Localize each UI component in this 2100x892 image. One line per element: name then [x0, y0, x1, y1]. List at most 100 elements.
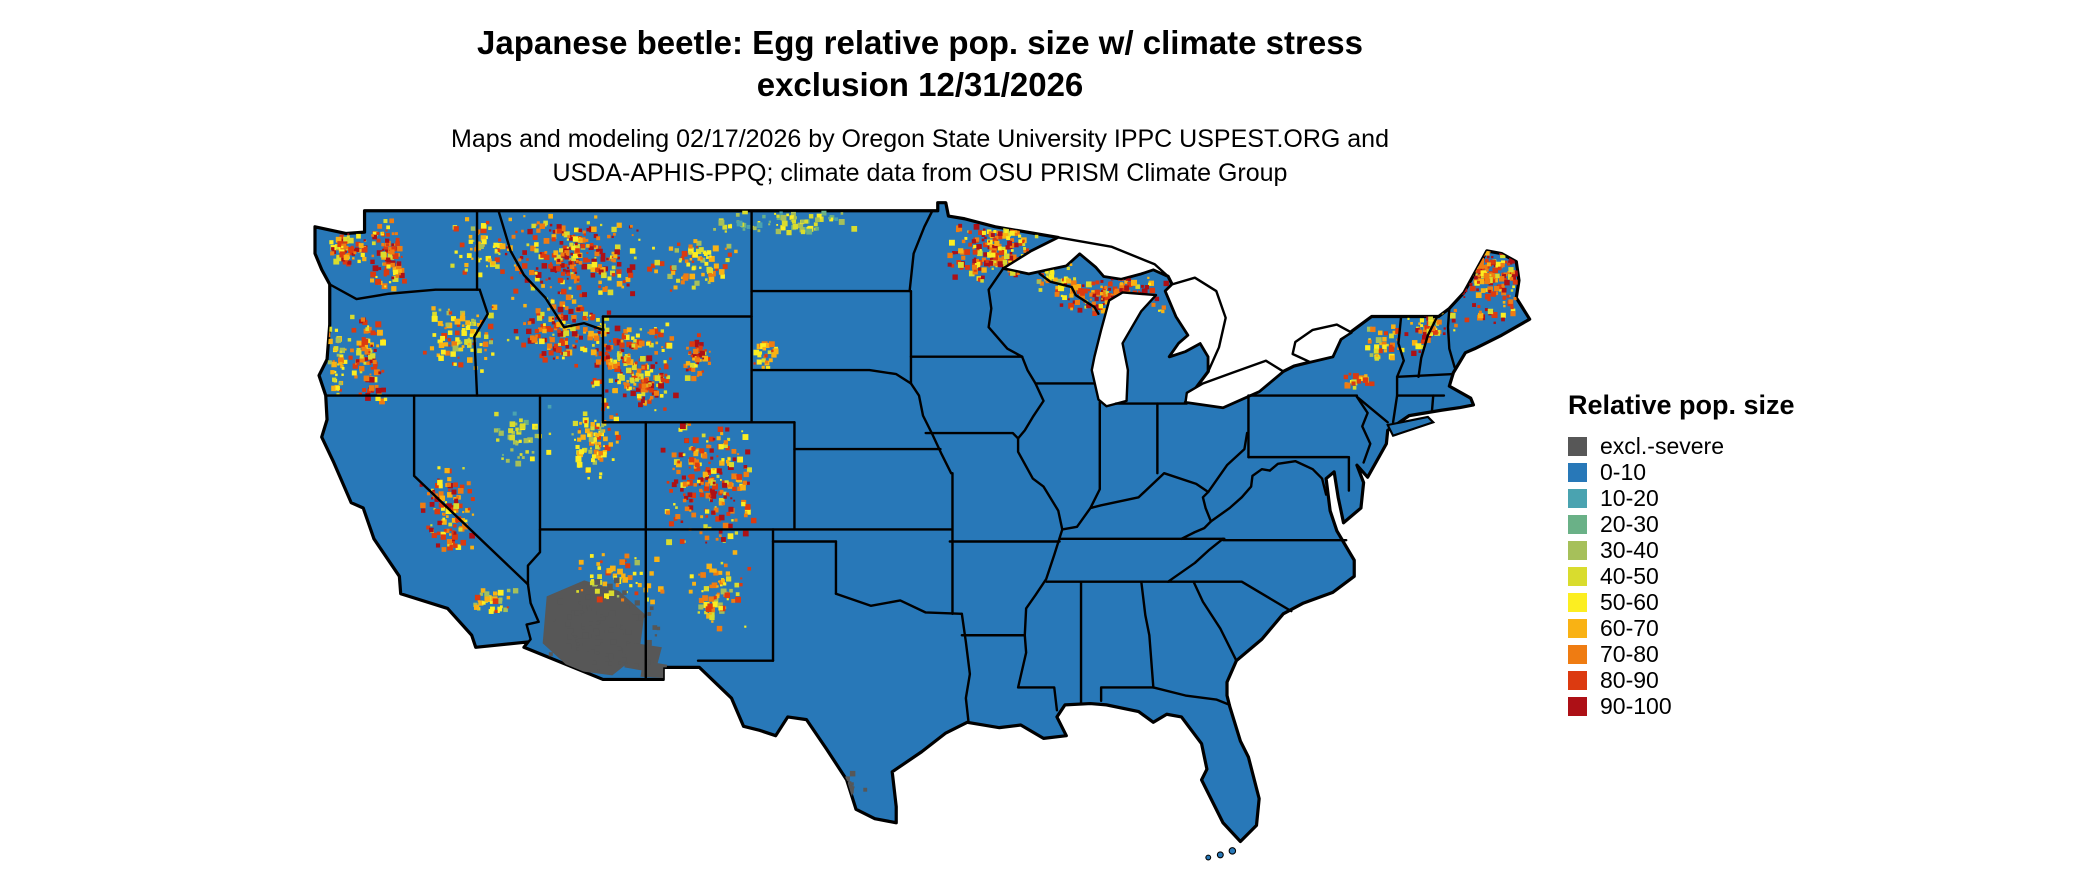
- border-ia-mo: [924, 431, 1020, 440]
- border-potomac: [1268, 459, 1328, 496]
- legend-item-0-10: 0-10: [1568, 459, 1888, 485]
- hotspot-central-montana: [647, 239, 738, 292]
- legend-label: 20-30: [1600, 511, 1659, 537]
- legend-swatch-10-20: [1568, 488, 1587, 508]
- hotspot-bighorn-mountains: [683, 333, 712, 382]
- legend-label: 70-80: [1600, 641, 1659, 667]
- hotspot-socal-mountains: [473, 588, 519, 614]
- border-ny-east: [1391, 315, 1405, 424]
- legend-swatch-80-90: [1568, 670, 1587, 690]
- map-subtitle-line1: Maps and modeling 02/17/2026 by Oregon S…: [451, 125, 1389, 153]
- border-tn-nc: [1166, 537, 1225, 583]
- florida-keys: [1216, 851, 1224, 859]
- border-ga-sc: [1192, 580, 1238, 662]
- hotspot-idaho-panhandle-montana: [504, 213, 641, 300]
- legend-item-90-100: 90-100: [1568, 693, 1888, 719]
- map-title: Japanese beetle: Egg relative pop. size …: [0, 22, 1840, 106]
- map-subtitle-line2: USDA-APHIS-PPQ; climate data from OSU PR…: [552, 159, 1288, 187]
- legend-label: 60-70: [1600, 615, 1659, 641]
- hotspot-olympic-mountains: [329, 233, 368, 267]
- hotspot-northern-new-mexico: [688, 550, 752, 632]
- map-title-line1: Japanese beetle: Egg relative pop. size …: [477, 24, 1363, 61]
- hotspot-adirondacks: [1365, 324, 1405, 361]
- border-mississippi-upper: [1016, 355, 1064, 531]
- legend-item-70-80: 70-80: [1568, 641, 1888, 667]
- hotspot-blue-mountains: [422, 304, 498, 373]
- legend-label: 40-50: [1600, 563, 1659, 589]
- hotspot-montana-dakota-border: [713, 208, 858, 236]
- legend-item-20-30: 20-30: [1568, 511, 1888, 537]
- legend-label: excl.-severe: [1600, 433, 1724, 459]
- border-ca-nv: [412, 394, 530, 586]
- border-red-river: [834, 592, 964, 616]
- border-mississippi-lower: [1023, 528, 1064, 637]
- border-sd-ne: [750, 368, 913, 385]
- hotspot-nevada-ranges: [493, 404, 552, 467]
- border-missouri-river-ne: [909, 382, 953, 475]
- legend-label: 0-10: [1600, 459, 1647, 485]
- legend-swatch-excl-severe: [1568, 436, 1587, 456]
- border-ma-north: [1395, 372, 1455, 378]
- legend-swatch-30-40: [1568, 540, 1587, 560]
- legend-label: 30-40: [1600, 537, 1659, 563]
- legend-swatch-90-100: [1568, 696, 1587, 716]
- us-choropleth-map: [313, 201, 1532, 861]
- border-nc-sc: [1192, 580, 1293, 613]
- border-delaware-river: [1355, 395, 1372, 464]
- map-title-line2: exclusion 12/31/2026: [756, 66, 1084, 103]
- florida-keys: [1205, 854, 1212, 861]
- legend-item-40-50: 40-50: [1568, 563, 1888, 589]
- border-wa-or: [328, 283, 481, 301]
- legend-label: 50-60: [1600, 589, 1659, 615]
- border-nh-me: [1446, 307, 1456, 369]
- lake-superior: [1002, 236, 1170, 281]
- border-red-river-north: [908, 209, 934, 293]
- border-ct-ri: [1430, 394, 1435, 413]
- border-fl-al: [1099, 686, 1155, 703]
- legend-item-60-70: 60-70: [1568, 615, 1888, 641]
- legend-item-50-60: 50-60: [1568, 589, 1888, 615]
- legend-swatch-60-70: [1568, 618, 1587, 638]
- hotspot-oregon-cascades: [347, 314, 388, 405]
- legend-label: 80-90: [1600, 667, 1659, 693]
- border-il-in: [1089, 401, 1101, 510]
- hotspot-sierra-nevada: [419, 466, 475, 552]
- lake-michigan: [1090, 291, 1158, 408]
- map-container: [308, 200, 1534, 883]
- legend-item-excl-severe: excl.-severe: [1568, 433, 1888, 459]
- florida-keys: [1228, 847, 1237, 855]
- hotspot-mogollon-rim: [576, 553, 665, 605]
- great-lakes: [1002, 236, 1353, 409]
- border-id-mt: [497, 209, 605, 332]
- coastal-islands: [1205, 415, 1436, 861]
- lake-ontario: [1291, 323, 1353, 364]
- hotspot-northern-minnesota: [947, 223, 1039, 283]
- hotspot-catskills: [1343, 372, 1375, 390]
- border-ny-nj: [1355, 395, 1389, 424]
- legend-swatch-50-60: [1568, 592, 1587, 612]
- border-ca-az-river: [522, 583, 540, 649]
- hotspot-northern-wisconsin: [1027, 261, 1082, 298]
- legend-swatch-40-50: [1568, 566, 1587, 586]
- legend: Relative pop. size excl.-severe 0-10 10-…: [1568, 390, 1888, 719]
- border-al-ga: [1140, 580, 1155, 689]
- state-borders: [324, 209, 1456, 724]
- border-fl-ga: [1152, 686, 1231, 707]
- border-ohio-river: [1061, 431, 1249, 531]
- legend-item-80-90: 80-90: [1568, 667, 1888, 693]
- border-mn-wi: [987, 267, 1024, 358]
- border-vt-nh: [1417, 315, 1439, 378]
- conus-landmass: [313, 201, 1532, 844]
- legend-item-10-20: 10-20: [1568, 485, 1888, 511]
- bootheel-excl: [640, 660, 668, 679]
- legend-swatch-20-30: [1568, 514, 1587, 534]
- legend-item-30-40: 30-40: [1568, 537, 1888, 563]
- legend-label: 10-20: [1600, 485, 1659, 511]
- legend-swatch-70-80: [1568, 644, 1587, 664]
- lake-erie: [1184, 359, 1285, 409]
- border-nv-east: [526, 394, 542, 586]
- map-subtitle: Maps and modeling 02/17/2026 by Oregon S…: [0, 122, 1840, 190]
- border-tx-la: [960, 612, 972, 724]
- hotspot-oregon-coast-range: [325, 326, 348, 396]
